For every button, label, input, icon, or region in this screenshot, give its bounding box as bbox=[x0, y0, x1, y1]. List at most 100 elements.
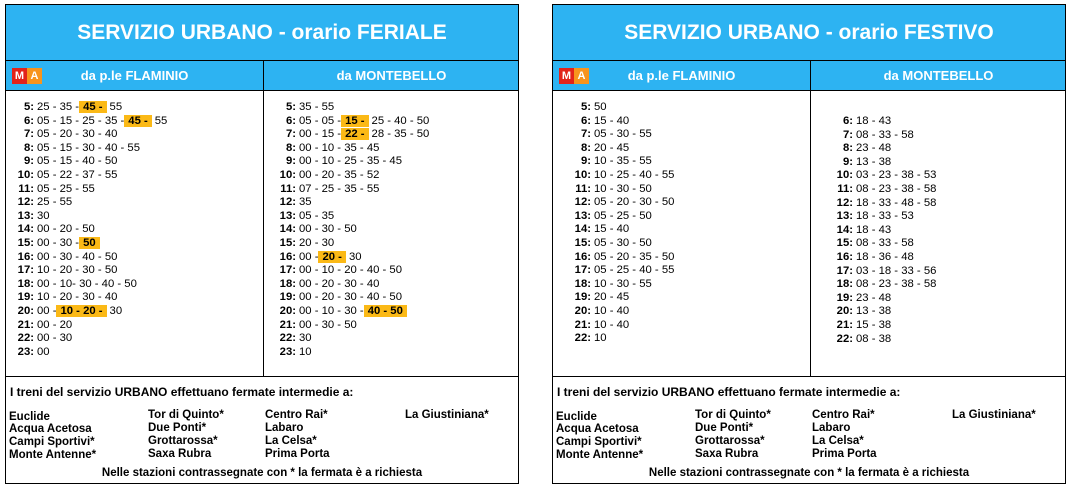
schedule-row: 7: 00 - 15 - 22 -28 - 35 - 50 bbox=[274, 128, 429, 142]
minutes-list: 18 - 36 - 48 bbox=[856, 250, 914, 263]
station-la-celsa: La Celsa* bbox=[265, 435, 317, 447]
request-stop-note: Nelle stazioni contrassegnate con * la f… bbox=[648, 467, 970, 479]
hour-label: 12: bbox=[574, 196, 591, 209]
minutes-list: 00 - 30 - bbox=[37, 236, 80, 249]
hour-label: 17: bbox=[836, 264, 853, 277]
station-tor-di-quinto: Tor di Quinto* bbox=[148, 409, 224, 421]
schedule-area: 5: 25 - 35 - 45 -55 6: 05 - 15 - 25 - 35 -4… bbox=[6, 91, 518, 377]
hour-label: 16: bbox=[836, 250, 853, 263]
stops-intro: I treni del servizio URBANO effettuano f… bbox=[10, 385, 354, 399]
header-from-montebello: da MONTEBELLO bbox=[263, 61, 519, 90]
schedule-row: 17: 00 - 10 - 20 - 40 - 50 bbox=[274, 264, 429, 278]
hour-label: 15: bbox=[836, 237, 853, 250]
minutes-list: 00 - 20 - 30 - 40 bbox=[299, 277, 380, 290]
request-stop-note: Nelle stazioni contrassegnate con * la f… bbox=[101, 467, 423, 479]
schedule-row: 23: 00 bbox=[12, 346, 167, 360]
hour-label: 10: bbox=[574, 168, 591, 181]
schedule-row: 18: 10 - 30 - 55 bbox=[569, 278, 674, 292]
hour-label: 21: bbox=[17, 318, 34, 331]
departures-montebello: 6: 18 - 43 7: 08 - 33 - 58 8: 23 - 48 9: 13 - 3… bbox=[831, 115, 937, 346]
highlighted-departure: 15 - bbox=[341, 114, 369, 127]
hour-label: 15: bbox=[17, 236, 34, 249]
highlighted-departure: 40 - 50 bbox=[363, 304, 407, 317]
station-euclide: Euclide bbox=[9, 411, 50, 423]
departures-flaminio: 5: 25 - 35 - 45 -55 6: 05 - 15 - 25 - 35 -4… bbox=[12, 101, 167, 359]
schedule-row: 12: 35 bbox=[274, 196, 429, 210]
minutes-list: 30 bbox=[299, 332, 312, 345]
minutes-list: 13 - 38 bbox=[856, 305, 892, 318]
minutes-list: 00 - 30 - 50 bbox=[299, 223, 357, 236]
schedule-row: 18: 08 - 23 - 38 - 58 bbox=[831, 278, 937, 292]
metro-logo-icon: M A bbox=[12, 68, 42, 84]
hour-label: 13: bbox=[574, 209, 591, 222]
schedule-row: 13: 05 - 25 - 50 bbox=[569, 210, 674, 224]
schedule-row: 12: 05 - 20 - 30 - 50 bbox=[569, 196, 675, 210]
hour-label: 17: bbox=[574, 264, 591, 277]
station-acqua-acetosa: Acqua Acetosa bbox=[556, 423, 639, 435]
schedule-row: 8: 05 - 15 - 30 - 40 - 55 bbox=[12, 142, 167, 156]
minutes-list: 15 - 40 bbox=[594, 223, 630, 236]
minutes-after: 28 - 35 - 50 bbox=[371, 128, 430, 141]
schedule-row: 20: 00 - 10 - 20 -30 bbox=[12, 304, 167, 319]
hour-label: 13: bbox=[17, 209, 34, 222]
hour-label: 22: bbox=[279, 332, 296, 345]
minutes-list: 15 - 40 bbox=[594, 114, 630, 127]
minutes-list: 18 - 43 bbox=[856, 115, 892, 127]
schedule-row: 15: 05 - 30 - 50 bbox=[569, 237, 674, 251]
schedule-row: 11: 10 - 30 - 50 bbox=[569, 183, 674, 197]
hour-label: 9: bbox=[285, 155, 296, 168]
hour-label: 14: bbox=[17, 223, 34, 236]
schedule-row: 16: 18 - 36 - 48 bbox=[831, 251, 936, 265]
schedule-row: 20: 10 - 40 bbox=[569, 305, 674, 319]
station-prima-porta: Prima Porta bbox=[265, 448, 330, 460]
hour-label: 7: bbox=[842, 128, 853, 141]
minutes-list: 05 - 25 - 50 bbox=[594, 209, 652, 222]
station-due-ponti: Due Ponti* bbox=[148, 422, 207, 434]
hour-label: 14: bbox=[836, 223, 853, 236]
hour-label: 10: bbox=[17, 168, 34, 181]
schedule-row: 5: 25 - 35 - 45 -55 bbox=[12, 101, 167, 115]
minutes-list: 10 - 30 - 55 bbox=[594, 277, 652, 290]
metro-logo-icon: M A bbox=[559, 68, 589, 84]
timetable-feriale: SERVIZIO URBANO - orario FERIALE M A da … bbox=[5, 4, 519, 484]
schedule-row: 15: 20 - 30 bbox=[274, 237, 429, 251]
station-monte-antenne: Monte Antenne* bbox=[556, 449, 644, 461]
minutes-list: 00 - 30 - 50 bbox=[299, 318, 357, 331]
hour-label: 6: bbox=[23, 114, 34, 127]
hour-label: 12: bbox=[279, 196, 296, 209]
station-acqua-acetosa: Acqua Acetosa bbox=[9, 423, 92, 435]
hour-label: 20: bbox=[574, 304, 591, 317]
schedule-row: 13: 18 - 33 - 53 bbox=[831, 210, 936, 224]
schedule-row: 11: 05 - 25 - 55 bbox=[12, 183, 167, 197]
hour-label: 6: bbox=[580, 114, 591, 127]
highlighted-departure: 10 - 20 - bbox=[56, 304, 107, 317]
hour-label: 12: bbox=[17, 196, 34, 209]
minutes-list: 20 - 45 bbox=[594, 291, 630, 304]
schedule-row: 21: 10 - 40 bbox=[569, 319, 674, 333]
minutes-list: 23 - 48 bbox=[856, 291, 892, 304]
hour-label: 13: bbox=[279, 209, 296, 222]
schedule-row: 18: 00 - 10- 30 - 40 - 50 bbox=[12, 278, 167, 292]
minutes-list: 00 bbox=[37, 345, 50, 358]
hour-label: 11: bbox=[575, 182, 591, 195]
departures-flaminio: 5: 50 6: 15 - 40 7: 05 - 30 - 55 8: 20 - 45 9: 10… bbox=[569, 101, 675, 346]
schedule-row: 17: 03 - 18 - 33 - 56 bbox=[831, 264, 937, 279]
hour-label: 21: bbox=[279, 318, 296, 331]
hour-label: 20: bbox=[279, 304, 296, 317]
schedule-row: 11: 07 - 25 - 35 - 55 bbox=[274, 183, 429, 197]
hour-label: 8: bbox=[842, 142, 853, 155]
hour-label: 20: bbox=[17, 304, 34, 317]
minutes-list: 08 - 23 - 38 - 58 bbox=[856, 278, 937, 291]
minutes-list: 20 - 30 bbox=[299, 236, 335, 249]
schedule-row: 9: 05 - 15 - 40 - 50 bbox=[12, 155, 167, 169]
minutes-list: 03 - 23 - 38 - 53 bbox=[856, 169, 937, 182]
hour-label: 10: bbox=[836, 169, 853, 182]
minutes-list: 18 - 33 - 48 - 58 bbox=[856, 196, 937, 209]
departures-montebello: 5: 35 - 55 6: 05 - 05 - 15 -25 - 40 - 50 7: 0… bbox=[274, 101, 430, 359]
minutes-after: 55 bbox=[109, 101, 123, 113]
minutes-list: 00 - 30 bbox=[37, 332, 73, 345]
hour-label: 23: bbox=[17, 345, 34, 358]
stops-footer: I treni del servizio URBANO effettuano f… bbox=[553, 377, 1065, 483]
schedule-row: 12: 18 - 33 - 48 - 58 bbox=[831, 196, 937, 211]
hour-label: 18: bbox=[836, 278, 853, 291]
